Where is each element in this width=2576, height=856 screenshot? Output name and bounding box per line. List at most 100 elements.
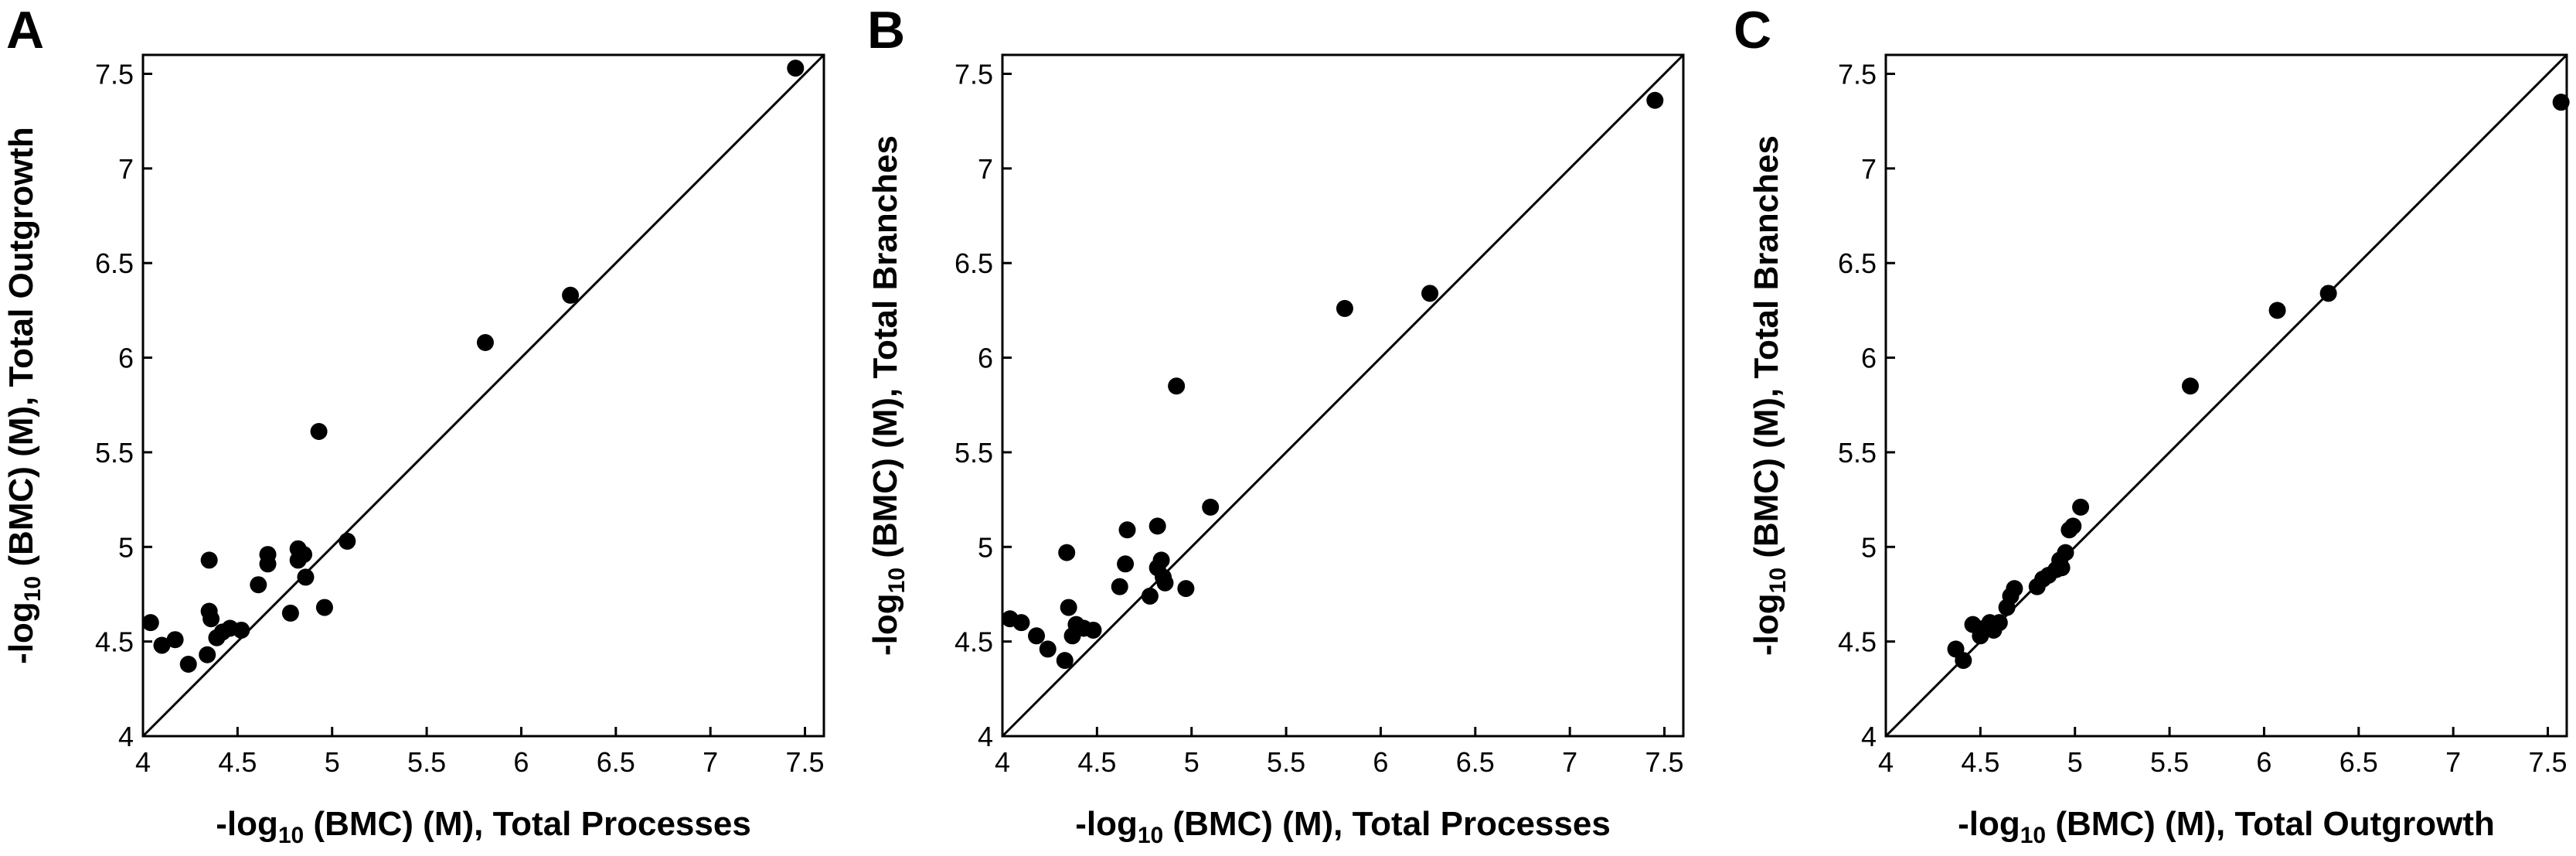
panel-b-marks: 4 4.5 5 5.5 6 6.5 7 7.5 4 4.5 5 5.5 6 6.5 7 7.5 [955, 53, 1685, 778]
panel-a-data-point [476, 333, 494, 351]
panel-b-x-tick-label: 6 [1373, 746, 1388, 778]
panel-a-data-point [202, 610, 220, 628]
panel-b-data-point [1118, 521, 1136, 539]
panel-a-data-point [233, 621, 250, 639]
panel-b-y-tick-label: 7.5 [955, 58, 993, 90]
panel-c-x-tick-label: 6 [2256, 746, 2271, 778]
panel-c-y-tick-label: 7.5 [1838, 58, 1877, 90]
panel-a-data-point [339, 532, 356, 550]
panel-a-y-tick-label: 4 [118, 721, 134, 752]
panel-b-data-point [1202, 498, 1220, 516]
panel-b: B 4 4.5 5 5.5 6 6.5 7 7.5 4 4.5 5 5.5 6 6.5 7 7.5 -log1… [866, 1, 1685, 848]
panel-b-data-point [1646, 91, 1664, 109]
panel-a-y-tick-label: 5.5 [95, 437, 134, 469]
panel-b-y-tick-label: 5.5 [955, 437, 993, 469]
panel-c-data-point [2064, 517, 2082, 535]
panel-a-x-tick-label: 4.5 [218, 746, 257, 778]
panel-a-x-axis-label: -log10 (BMC) (M), Total Processes [216, 805, 751, 848]
panel-b-x-tick-label: 4.5 [1077, 746, 1116, 778]
panel-a-data-point [141, 614, 159, 632]
panel-b-data-point [1148, 517, 1166, 535]
panel-c-data-point [2072, 498, 2090, 516]
panel-b-data-point [1152, 551, 1170, 569]
panel-a-y-tick-label: 4.5 [95, 626, 134, 658]
panel-a-data-point [295, 546, 313, 564]
panel-a-data-point [787, 60, 805, 77]
panel-b-x-tick-label: 4 [995, 746, 1010, 778]
panel-c-data-point [1990, 614, 2008, 632]
panel-b-data-point [1039, 640, 1057, 658]
panel-b-data-point [1012, 614, 1030, 632]
panel-a-x-tick-label: 6.5 [597, 746, 635, 778]
panel-c-y-axis-label: -log10 (BMC) (M), Total Branches [1747, 135, 1791, 656]
panel-b-data-point [1117, 555, 1135, 573]
panel-c-x-tick-label: 7.5 [2529, 746, 2567, 778]
panel-c-x-tick-label: 6.5 [2339, 746, 2378, 778]
panel-c-x-tick-label: 5 [2067, 746, 2083, 778]
panel-b-data-point [1168, 377, 1186, 395]
panel-a-x-tick-label: 6 [513, 746, 529, 778]
panel-a-data-point [200, 551, 218, 569]
panel-c: C 4 4.5 5 5.5 6 6.5 7 7.5 4 4.5 5 5.5 6 6.5 7 7.5 -log1… [1734, 1, 2570, 848]
panel-a-y-tick-label: 7 [118, 153, 134, 185]
panel-b-y-tick-label: 6.5 [955, 247, 993, 279]
panel-b-data-point [1028, 627, 1046, 645]
panel-b-x-tick-label: 5.5 [1267, 746, 1305, 778]
panel-a-marks: 4 4.5 5 5.5 6 6.5 7 7.5 4 4.5 5 5.5 6 6.5 7 7.5 [95, 53, 825, 778]
panel-b-data-point [1060, 599, 1077, 616]
panel-a-letter: A [6, 1, 44, 60]
panel-b-data-point [1177, 580, 1195, 598]
panel-c-data-point [1955, 652, 1972, 670]
panel-a-y-tick-label: 6.5 [95, 247, 134, 279]
panel-a-identity-line [141, 53, 825, 738]
panel-a-data-point [153, 636, 171, 654]
panel-c-x-tick-label: 7 [2445, 746, 2461, 778]
panel-c-letter: C [1734, 1, 1771, 60]
panel-a-plot-frame [141, 53, 825, 738]
panel-c-data-point [2053, 559, 2071, 577]
panel-b-data-point [1141, 587, 1159, 605]
panel-a-y-tick-label: 5 [118, 531, 134, 563]
panel-c-data-point [2268, 302, 2286, 319]
panel-b-data-point [1056, 652, 1074, 670]
panel-c-x-tick-label: 5.5 [2150, 746, 2189, 778]
panel-b-x-tick-label: 5 [1184, 746, 1200, 778]
panel-c-data-point [2552, 94, 2570, 111]
panel-c-marks: 4 4.5 5 5.5 6 6.5 7 7.5 4 4.5 5 5.5 6 6.5 7 7.5 [1838, 53, 2570, 778]
panel-b-x-tick-label: 7 [1562, 746, 1577, 778]
panel-c-x-axis-label: -log10 (BMC) (M), Total Outgrowth [1958, 805, 2495, 848]
panel-c-y-tick-label: 5.5 [1838, 437, 1877, 469]
panel-a-data-point [259, 546, 277, 564]
panel-b-x-axis-label: -log10 (BMC) (M), Total Processes [1075, 805, 1611, 848]
panel-c-y-tick-label: 4.5 [1838, 626, 1877, 658]
panel-a-x-tick-label: 7.5 [786, 746, 825, 778]
panel-a-data-point [250, 576, 267, 594]
panel-a-x-tick-label: 5.5 [407, 746, 446, 778]
panel-c-data-point [2182, 377, 2200, 395]
panel-a-data-point [179, 656, 197, 674]
panel-a-data-point [315, 599, 333, 616]
panel-b-y-axis-label: -log10 (BMC) (M), Total Branches [866, 135, 910, 656]
panel-c-plot-frame [1884, 53, 2568, 738]
panel-a-y-axis-label: -log10 (BMC) (M), Total Outgrowth [2, 127, 46, 664]
panel-b-letter: B [867, 1, 905, 60]
panel-b-y-tick-label: 4 [978, 721, 993, 752]
panel-a-data-point [281, 604, 299, 622]
panel-b-y-tick-label: 6 [978, 343, 993, 374]
panel-c-x-tick-label: 4.5 [1961, 746, 1999, 778]
panel-a-x-tick-label: 5 [325, 746, 340, 778]
panel-b-plot-frame [1001, 53, 1685, 738]
panel-c-y-tick-label: 5 [1861, 531, 1877, 563]
panel-a: A 4 4.5 5 5.5 6 6.5 7 7.5 4 4.5 5 5.5 6 6.5 7 7.5 -log1… [2, 1, 825, 848]
panel-b-data-point [1058, 544, 1076, 561]
panel-c-y-tick-label: 6.5 [1838, 247, 1877, 279]
panel-c-data-point [2006, 580, 2023, 598]
panel-b-data-point [1111, 578, 1128, 595]
panel-b-data-point [1336, 299, 1353, 317]
panel-a-data-point [166, 631, 184, 649]
panel-c-x-tick-label: 4 [1878, 746, 1894, 778]
panel-b-data-point [1421, 285, 1439, 302]
panel-c-data-point [2057, 544, 2074, 561]
panel-a-data-point [297, 568, 315, 586]
